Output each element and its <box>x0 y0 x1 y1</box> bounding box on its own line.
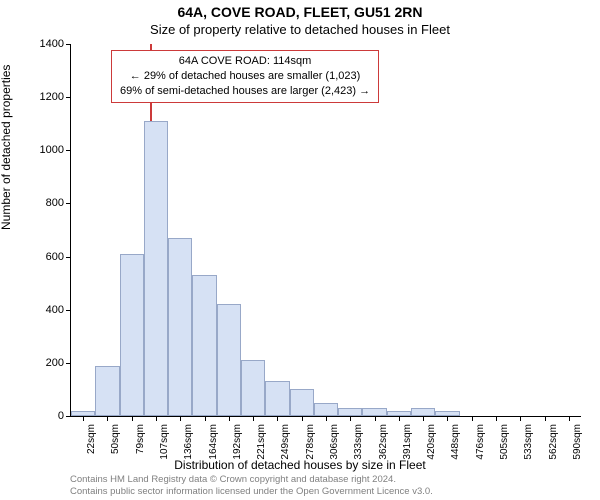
plot-area: 64A COVE ROAD: 114sqm← 29% of detached h… <box>70 44 581 417</box>
y-tick-label: 1000 <box>34 144 64 156</box>
x-tick <box>156 416 157 421</box>
x-tick-label: 420sqm <box>426 424 437 464</box>
x-tick-label: 50sqm <box>110 424 121 464</box>
histogram-bar <box>217 304 241 416</box>
histogram-bar <box>192 275 216 416</box>
y-tick <box>66 416 71 417</box>
histogram-bar <box>362 408 386 416</box>
credits-line-1: Contains HM Land Registry data © Crown c… <box>70 474 433 486</box>
x-tick <box>180 416 181 421</box>
histogram-bar <box>144 121 168 416</box>
info-box-line: 69% of semi-detached houses are larger (… <box>120 84 370 99</box>
x-tick-label: 22sqm <box>86 424 97 464</box>
x-tick-label: 590sqm <box>572 424 583 464</box>
info-box: 64A COVE ROAD: 114sqm← 29% of detached h… <box>111 50 379 103</box>
credits-line-2: Contains public sector information licen… <box>70 486 433 498</box>
x-tick-label: 107sqm <box>159 424 170 464</box>
x-tick-label: 249sqm <box>280 424 291 464</box>
histogram-bar <box>411 408 435 416</box>
y-tick <box>66 150 71 151</box>
x-tick-label: 448sqm <box>450 424 461 464</box>
x-tick <box>350 416 351 421</box>
x-tick <box>496 416 497 421</box>
x-tick <box>472 416 473 421</box>
x-tick-label: 533sqm <box>523 424 534 464</box>
x-tick <box>545 416 546 421</box>
y-tick <box>66 363 71 364</box>
y-tick-label: 600 <box>34 251 64 263</box>
info-box-line: ← 29% of detached houses are smaller (1,… <box>120 69 370 84</box>
histogram-bar <box>290 389 314 416</box>
histogram-bar <box>241 360 265 416</box>
x-tick <box>423 416 424 421</box>
x-tick-label: 221sqm <box>256 424 267 464</box>
x-tick <box>326 416 327 421</box>
y-tick <box>66 44 71 45</box>
y-tick <box>66 257 71 258</box>
x-tick-label: 306sqm <box>329 424 340 464</box>
y-tick-label: 400 <box>34 304 64 316</box>
y-tick <box>66 97 71 98</box>
credits-text: Contains HM Land Registry data © Crown c… <box>70 474 433 498</box>
x-tick-label: 505sqm <box>499 424 510 464</box>
chart-subtitle: Size of property relative to detached ho… <box>0 22 600 37</box>
histogram-bar <box>168 238 192 416</box>
x-tick <box>132 416 133 421</box>
y-tick <box>66 310 71 311</box>
x-tick <box>83 416 84 421</box>
x-tick <box>302 416 303 421</box>
x-tick-label: 391sqm <box>402 424 413 464</box>
x-tick <box>520 416 521 421</box>
histogram-bar <box>265 381 289 416</box>
x-tick <box>375 416 376 421</box>
x-tick-label: 136sqm <box>183 424 194 464</box>
x-tick-label: 192sqm <box>232 424 243 464</box>
y-tick <box>66 203 71 204</box>
y-tick-label: 1200 <box>34 91 64 103</box>
y-tick-label: 1400 <box>34 38 64 50</box>
info-box-line: 64A COVE ROAD: 114sqm <box>120 54 370 69</box>
histogram-bar <box>314 403 338 416</box>
y-axis-label: Number of detached properties <box>0 65 13 230</box>
x-tick <box>253 416 254 421</box>
x-tick-label: 362sqm <box>378 424 389 464</box>
y-tick-label: 0 <box>34 410 64 422</box>
y-tick-label: 800 <box>34 197 64 209</box>
x-tick-label: 164sqm <box>208 424 219 464</box>
x-tick-label: 562sqm <box>548 424 559 464</box>
x-tick <box>277 416 278 421</box>
x-tick <box>447 416 448 421</box>
x-tick <box>229 416 230 421</box>
x-tick-label: 476sqm <box>475 424 486 464</box>
x-tick-label: 278sqm <box>305 424 316 464</box>
x-tick <box>569 416 570 421</box>
histogram-bar <box>338 408 362 416</box>
x-tick <box>399 416 400 421</box>
histogram-bar <box>120 254 144 416</box>
chart-title: 64A, COVE ROAD, FLEET, GU51 2RN <box>0 4 600 20</box>
histogram-bar <box>95 366 119 416</box>
x-tick <box>107 416 108 421</box>
x-tick-label: 79sqm <box>135 424 146 464</box>
x-tick-label: 333sqm <box>353 424 364 464</box>
x-tick <box>205 416 206 421</box>
y-tick-label: 200 <box>34 357 64 369</box>
